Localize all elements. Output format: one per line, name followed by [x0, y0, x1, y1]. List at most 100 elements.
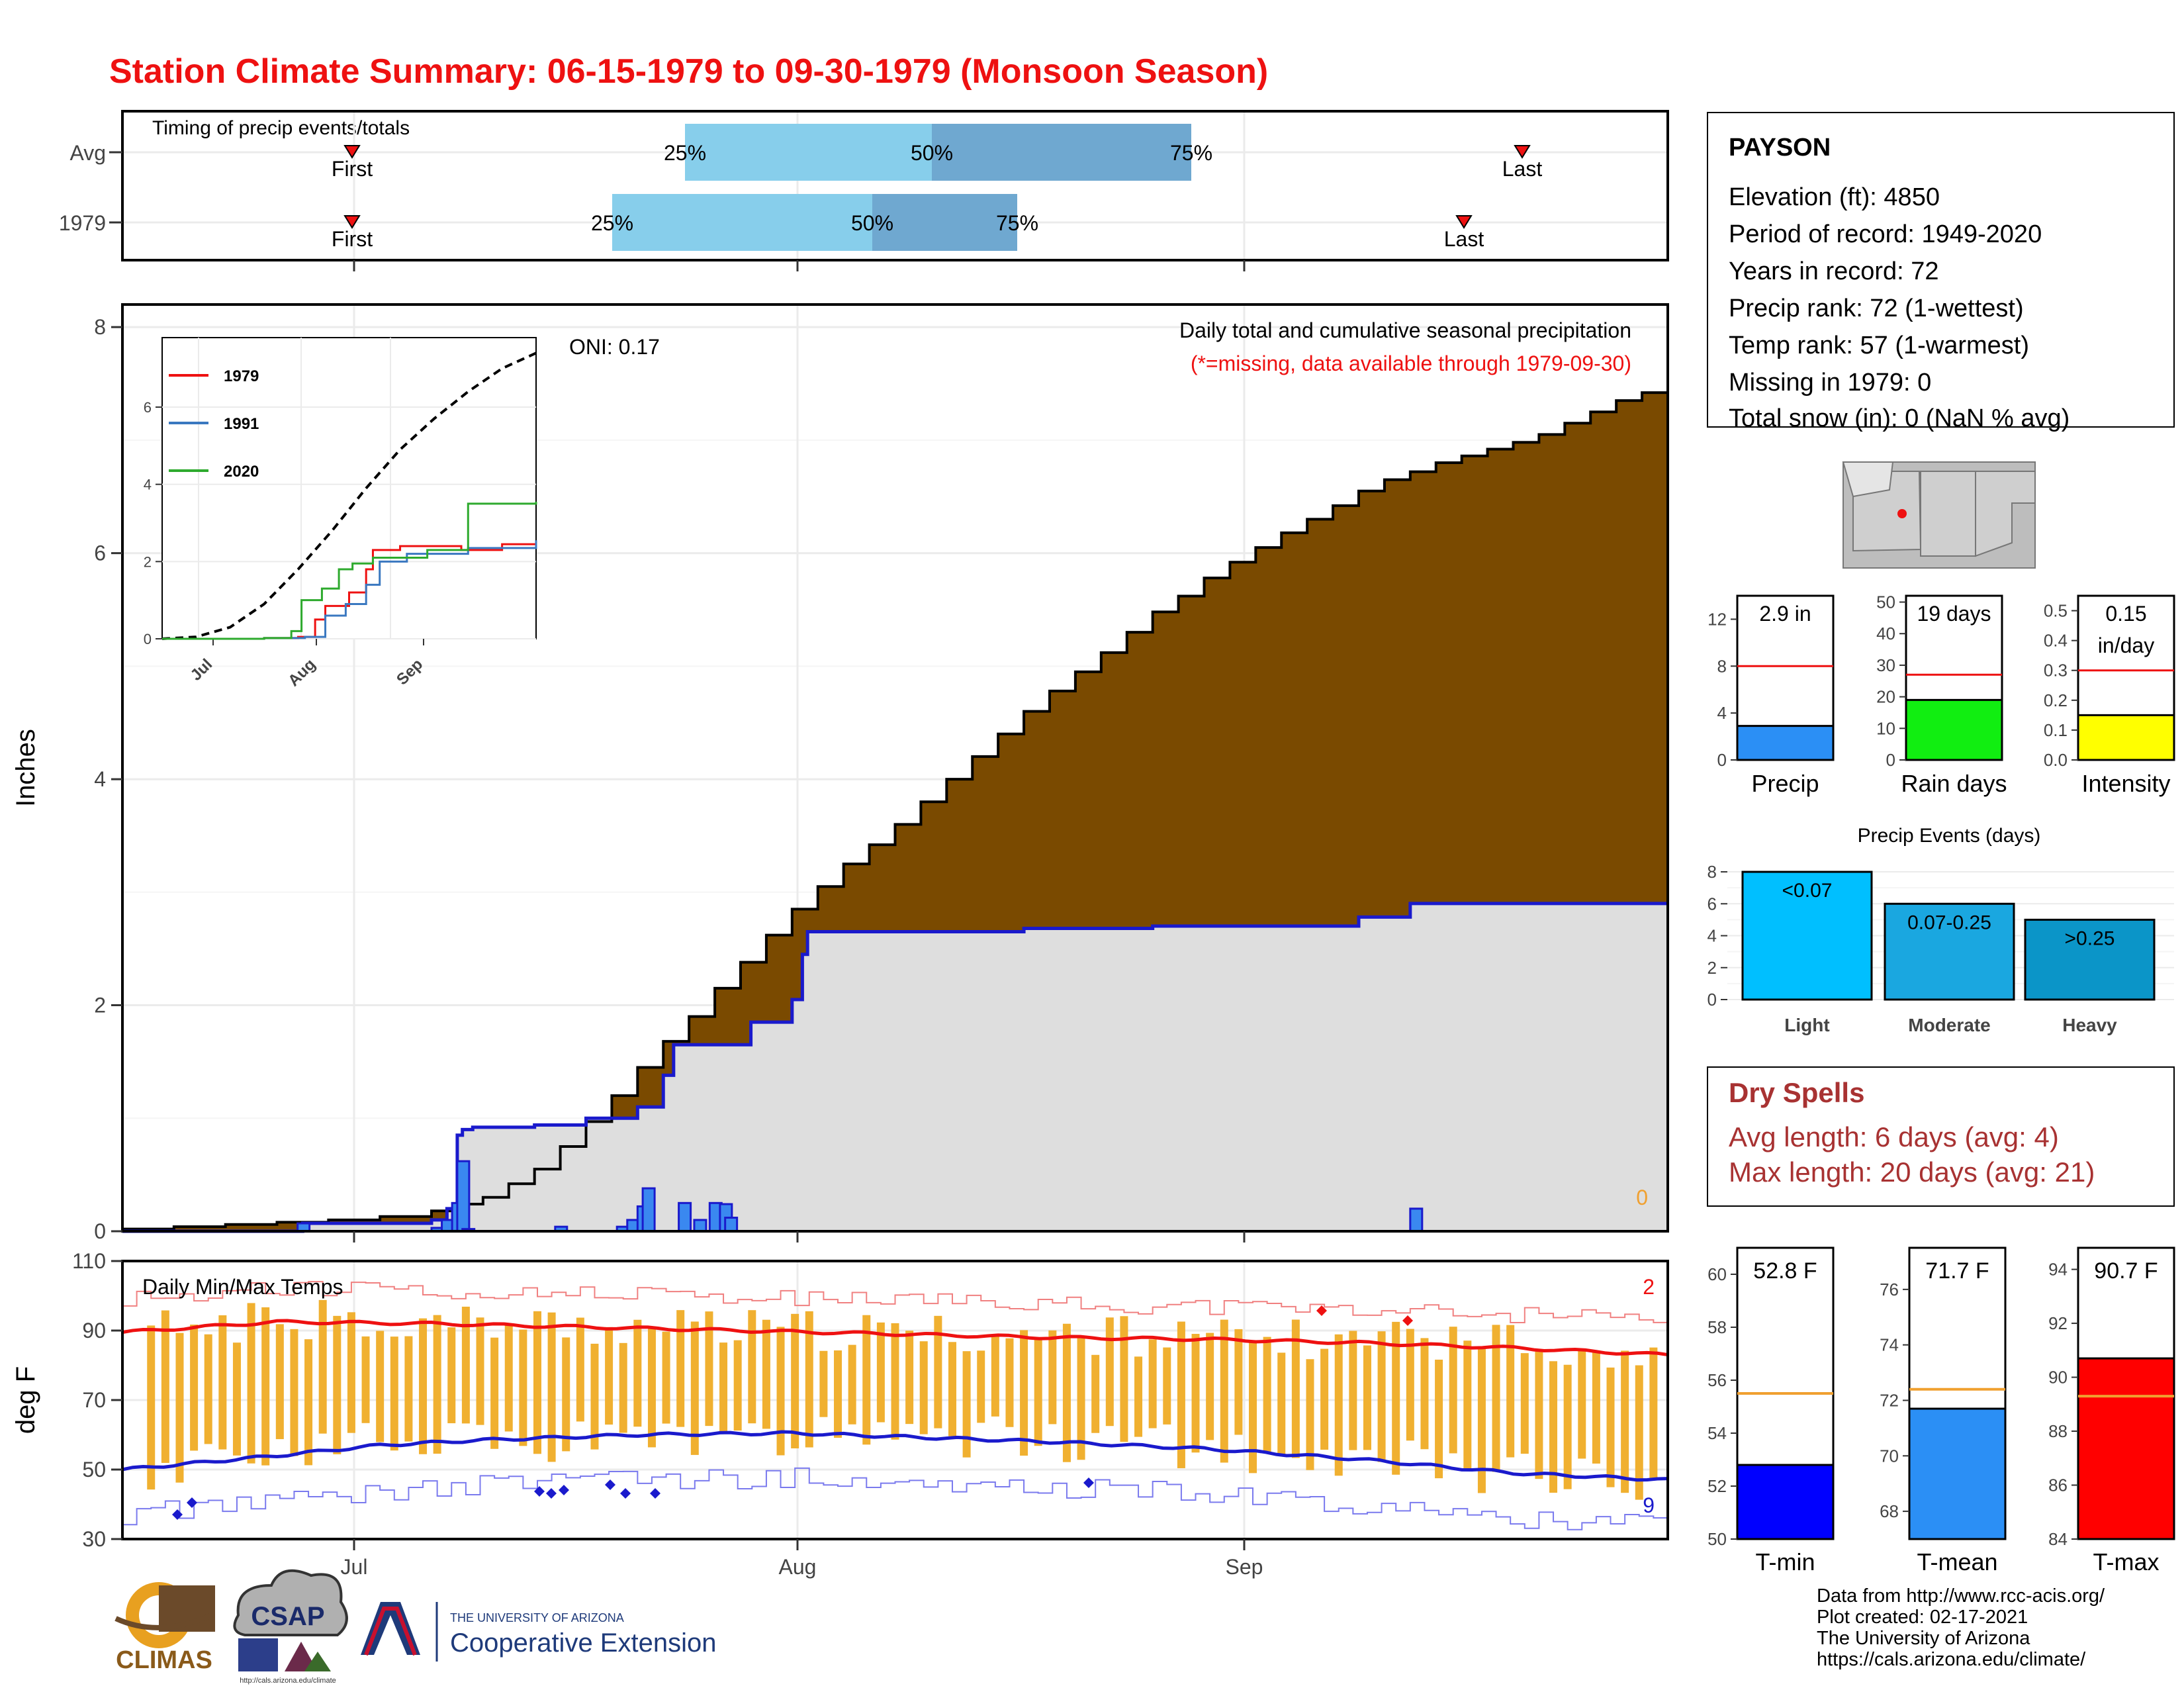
temp-bar-ytick-label: 90 [2048, 1368, 2068, 1387]
daily-temp-bar [290, 1329, 298, 1456]
daily-temp-bar [1134, 1356, 1143, 1437]
event-bar-range-label: <0.07 [1782, 880, 1833, 902]
events-title: Precip Events (days) [1858, 825, 2041, 847]
precip-chart-title: Daily total and cumulative seasonal prec… [1179, 318, 1631, 342]
record-low-marker [650, 1488, 660, 1499]
station-missing: Missing in 1979: 0 [1729, 369, 1931, 397]
daily-temp-bar [1291, 1319, 1300, 1458]
daily-temp-bar [1320, 1348, 1329, 1450]
daily-temp-bar [948, 1342, 956, 1436]
temp-bar-ytick-label: 94 [2048, 1260, 2068, 1280]
daily-temp-bar [1392, 1321, 1400, 1475]
daily-temp-bar [519, 1329, 527, 1446]
daily-temp-bar [490, 1337, 499, 1449]
timing-first-label: First [332, 227, 373, 251]
mini-bar-ytick-label: 0 [1886, 750, 1895, 770]
temp-bar-label: T-max [2093, 1548, 2159, 1575]
timing-q25-label: 25% [591, 211, 633, 235]
timing-bar-25-50 [612, 194, 872, 251]
daily-temp-bar [1234, 1329, 1243, 1435]
inset-legend-label: 2020 [224, 463, 259, 481]
mini-bar-ytick-label: 12 [1707, 609, 1727, 629]
temp-bar-ytick-label: 88 [2048, 1421, 2068, 1441]
daily-temp-bar [361, 1336, 370, 1423]
daily-temp-bar [1148, 1339, 1157, 1429]
daily-temp-bar [275, 1324, 284, 1440]
record-low-marker [559, 1485, 569, 1495]
inset-ytick-label: 2 [144, 553, 152, 570]
daily-temp-bar [805, 1311, 813, 1448]
daily-temp-bar [1406, 1329, 1414, 1441]
daily-precip-bar [693, 1219, 707, 1233]
record-low-marker [605, 1479, 615, 1490]
temp-chart-title: Daily Min/Max Temps [142, 1275, 343, 1299]
temp-bar-label: T-mean [1917, 1548, 1997, 1575]
daily-temp-bar [1034, 1338, 1042, 1446]
mini-bar-ytick-label: 10 [1876, 718, 1895, 738]
ua-name-text: THE UNIVERSITY OF ARIZONA [450, 1611, 624, 1624]
record-low-marker [620, 1488, 631, 1499]
daily-temp-bar [1506, 1325, 1515, 1458]
temp-bar-ytick-label: 52 [1707, 1476, 1727, 1496]
daily-temp-bar [1206, 1333, 1214, 1440]
mini-bar-ytick-label: 20 [1876, 687, 1895, 707]
daily-temp-bar [733, 1340, 742, 1431]
daily-temp-bar [991, 1335, 999, 1417]
temp-ytick-label: 30 [82, 1527, 106, 1551]
timing-bar-50-75 [872, 194, 1017, 251]
cumulative-1979-area [122, 903, 1668, 1231]
precip-ytick-label: 0 [94, 1219, 106, 1243]
precip-ytick-label: 6 [94, 541, 106, 565]
missing-count: 0 [1636, 1186, 1648, 1209]
daily-temp-bar [390, 1336, 398, 1451]
temp-bar-value-label: 52.8 F [1753, 1258, 1817, 1284]
daily-temp-bar [619, 1342, 627, 1433]
temp-ytick-label: 50 [82, 1458, 106, 1481]
university-of-arizona-logo: THE UNIVERSITY OF ARIZONA Cooperative Ex… [361, 1602, 716, 1662]
daily-temp-bar [404, 1336, 413, 1442]
timing-panel: Timing of precip events/totals 25% 50% 75%… [59, 110, 1669, 271]
daily-temp-bar [647, 1326, 656, 1448]
daily-temp-bar [1163, 1347, 1171, 1425]
daily-temp-bar [862, 1315, 871, 1445]
mini-bar-ytick-label: 0.4 [2044, 631, 2068, 651]
timing-first-marker [343, 145, 361, 159]
timing-bar-50-75 [932, 124, 1191, 181]
daily-temp-bar [175, 1333, 184, 1483]
temp-xtick-label: Aug [779, 1555, 817, 1579]
csap-logo-url: http://cals.arizona.edu/climate [240, 1677, 336, 1685]
daily-temp-bar [705, 1311, 713, 1427]
daily-temp-bar [919, 1341, 928, 1434]
timing-last-marker [1514, 145, 1531, 159]
daily-temp-bar [1349, 1331, 1357, 1450]
temp-bar-value-label: 71.7 F [1925, 1258, 1989, 1284]
daily-temp-bar [748, 1310, 756, 1424]
precip-ytick-label: 8 [94, 315, 106, 339]
tmax-avg-line [122, 1319, 1668, 1357]
daily-temp-bar [662, 1331, 670, 1424]
record-low-count: 9 [1643, 1493, 1655, 1517]
daily-temp-bar [147, 1325, 156, 1490]
event-bar-label: Heavy [2062, 1015, 2117, 1035]
timing-q75-label: 75% [1170, 141, 1212, 165]
daily-temp-bar [1492, 1325, 1500, 1472]
temp-bar-ytick-label: 92 [2048, 1313, 2068, 1333]
mini-bar-ytick-label: 0.3 [2044, 661, 2068, 680]
cumulative-avg-step-line [122, 388, 1669, 1231]
daily-temp-bar [633, 1319, 642, 1427]
climas-logo: CLIMAS [114, 1582, 215, 1674]
temp-bar-ytick-label: 72 [1880, 1390, 1899, 1410]
daily-temp-bar [1363, 1345, 1371, 1450]
precip-ylabel: Inches [11, 729, 40, 807]
mini-bar-ytick-label: 0.0 [2044, 750, 2068, 770]
station-temp-rank: Temp rank: 57 (1-warmest) [1729, 332, 2029, 359]
daily-temp-bar [1621, 1350, 1629, 1493]
mini-bar-ytick-label: 0 [1717, 750, 1727, 770]
mini-bar-value [1905, 698, 2003, 761]
inset-ytick-label: 4 [144, 477, 152, 493]
daily-temp-bar [1463, 1340, 1472, 1470]
tmin-avg-line [122, 1430, 1668, 1482]
daily-temp-bar [905, 1331, 914, 1425]
events-ytick-label: 4 [1707, 926, 1717, 946]
daily-precip-bar [678, 1201, 692, 1233]
